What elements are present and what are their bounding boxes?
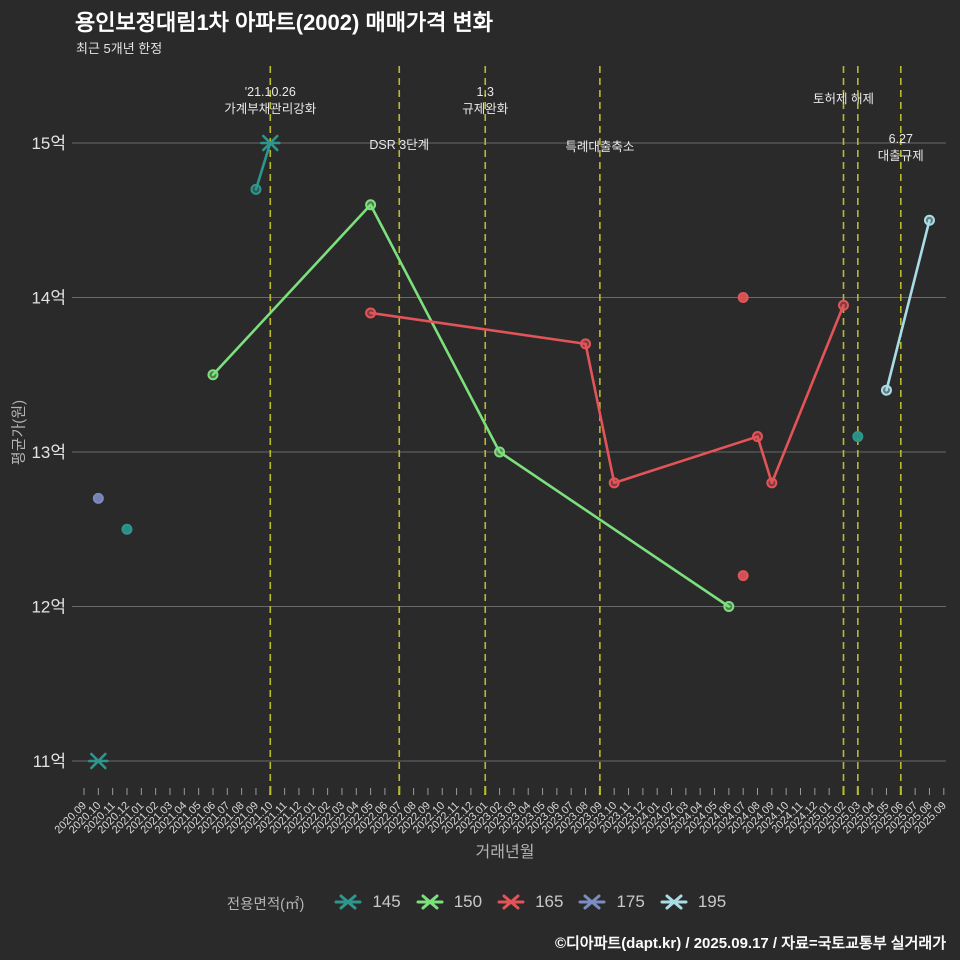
y-tick-label: 12억	[31, 598, 66, 617]
data-point-145[interactable]	[250, 183, 262, 195]
data-point-165[interactable]	[737, 570, 749, 582]
legend-item-label: 175	[616, 892, 645, 911]
data-point-145[interactable]	[121, 523, 133, 535]
y-tick-label: 14억	[31, 289, 66, 308]
legend-item-label: 145	[372, 892, 401, 911]
x-axis-title: 거래년월	[475, 844, 535, 861]
annotation-label: DSR 3단계	[369, 138, 429, 152]
legend-marker-icon	[578, 894, 606, 910]
legend-item-label: 165	[535, 892, 564, 911]
data-point-145[interactable]	[852, 431, 864, 443]
data-point-150[interactable]	[494, 446, 506, 458]
data-point-165[interactable]	[766, 477, 778, 489]
data-point-150[interactable]	[723, 601, 735, 612]
legend-item-label: 195	[697, 892, 727, 911]
data-point-165[interactable]	[752, 431, 764, 443]
series-line-195	[885, 218, 931, 392]
series-line-165	[369, 303, 845, 485]
data-point-195[interactable]	[923, 214, 935, 226]
annotation-label: 규제완화	[462, 102, 509, 116]
y-tick-label: 13억	[31, 443, 66, 462]
legend-marker-icon	[660, 894, 688, 910]
legend-marker-icon	[497, 894, 525, 910]
annotation-label: '21.10.26	[245, 85, 296, 99]
legend-item-label: 150	[453, 892, 483, 911]
series-line-145	[254, 141, 272, 191]
data-point-165[interactable]	[580, 338, 592, 350]
data-point-star-145[interactable]	[259, 134, 281, 152]
series-line-150	[211, 203, 731, 608]
legend-items: 145 150 165 175 195	[326, 892, 733, 915]
legend-item-195[interactable]: 195	[659, 892, 726, 912]
annotation-label: 6.27	[889, 132, 913, 146]
y-tick-label: 11억	[33, 752, 66, 771]
annotation-label: 토허제 해제	[813, 92, 874, 106]
data-point-150[interactable]	[365, 199, 377, 211]
data-point-195[interactable]	[880, 384, 892, 396]
legend-item-165[interactable]: 165	[496, 892, 563, 912]
chart-title: 용인보정대림1차 아파트(2002) 매매가격 변화	[75, 10, 494, 35]
data-point-150[interactable]	[207, 369, 219, 381]
legend-item-145[interactable]: 145	[333, 892, 401, 912]
legend-marker-icon	[416, 894, 444, 910]
legend-marker-icon	[334, 894, 362, 910]
chart-subtitle: 최근 5개년 한정	[76, 41, 163, 56]
footer-credit: ©디아파트(dapt.kr) / 2025.09.17 / 자료=국토교통부 실…	[554, 935, 946, 952]
data-point-165[interactable]	[737, 292, 749, 303]
legend-title: 전용면적(㎡)	[226, 897, 305, 913]
y-axis-title: 평균가(원)	[10, 399, 28, 466]
annotation-label: 특례대출축소	[565, 140, 634, 154]
y-tick-label: 15억	[31, 134, 66, 153]
data-point-175[interactable]	[92, 492, 104, 504]
data-point-165[interactable]	[365, 307, 377, 319]
data-point-star-145[interactable]	[88, 752, 109, 770]
data-point-165[interactable]	[608, 477, 620, 489]
annotation-label: 가계부채관리강화	[224, 102, 317, 116]
legend: 전용면적(㎡) 145 150 165 175 195	[0, 892, 960, 915]
legend-item-175[interactable]: 175	[577, 892, 645, 912]
plot-svg: 11억12억13억14억15억2020.092020.102020.112020…	[31, 66, 949, 836]
data-point-165[interactable]	[837, 299, 849, 311]
annotation-label: 대출규제	[878, 149, 924, 163]
annotation-label: 1.3	[477, 85, 494, 99]
legend-item-150[interactable]: 150	[415, 892, 482, 912]
